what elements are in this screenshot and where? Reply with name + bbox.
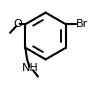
Text: NH: NH (22, 63, 39, 73)
Text: O: O (13, 19, 22, 29)
Text: Br: Br (76, 19, 88, 29)
